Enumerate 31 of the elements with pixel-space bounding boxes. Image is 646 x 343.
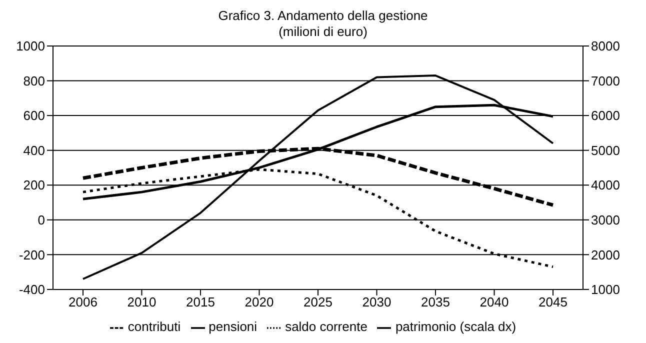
chart-subtitle: (milioni di euro) [278, 24, 368, 40]
x-tick-label: 2035 [421, 294, 450, 310]
x-tick-label: 2045 [538, 294, 568, 310]
y-tick-label: -200 [18, 247, 45, 262]
legend-label: contributi [128, 319, 181, 334]
x-tick-label: 2015 [186, 294, 215, 310]
x-tick-label: 2006 [68, 294, 98, 310]
y2-tick-label: 8000 [591, 38, 620, 54]
x-tick-label: 2025 [304, 294, 332, 310]
y-tick-label: 600 [23, 108, 45, 124]
y2-tick-label: 3000 [591, 212, 620, 228]
legend-label: pensioni [208, 319, 258, 334]
y2-tick-label: 5000 [591, 142, 620, 158]
y-tick-label: 1000 [16, 38, 45, 54]
legend-label: patrimonio (scala dx) [395, 319, 516, 334]
x-tick-label: 2020 [244, 294, 274, 310]
y-tick-label: 0 [38, 212, 45, 228]
y2-tick-label: 1000 [591, 282, 620, 298]
y-tick-label: 400 [23, 142, 45, 158]
y-tick-label: 200 [23, 178, 45, 193]
x-tick-label: 2030 [362, 294, 392, 310]
y2-tick-label: 4000 [591, 178, 620, 193]
legend-label: saldo corrente [285, 319, 368, 334]
chart-title: Grafico 3. Andamento della gestione [217, 8, 429, 24]
y2-tick-label: 7000 [591, 73, 620, 88]
x-tick-label: 2040 [480, 294, 509, 310]
y2-tick-label: 2000 [591, 247, 620, 262]
y-tick-label: -400 [18, 282, 45, 298]
x-tick-label: 2010 [127, 294, 156, 310]
y2-tick-label: 6000 [591, 108, 620, 124]
y-tick-label: 800 [23, 73, 45, 88]
